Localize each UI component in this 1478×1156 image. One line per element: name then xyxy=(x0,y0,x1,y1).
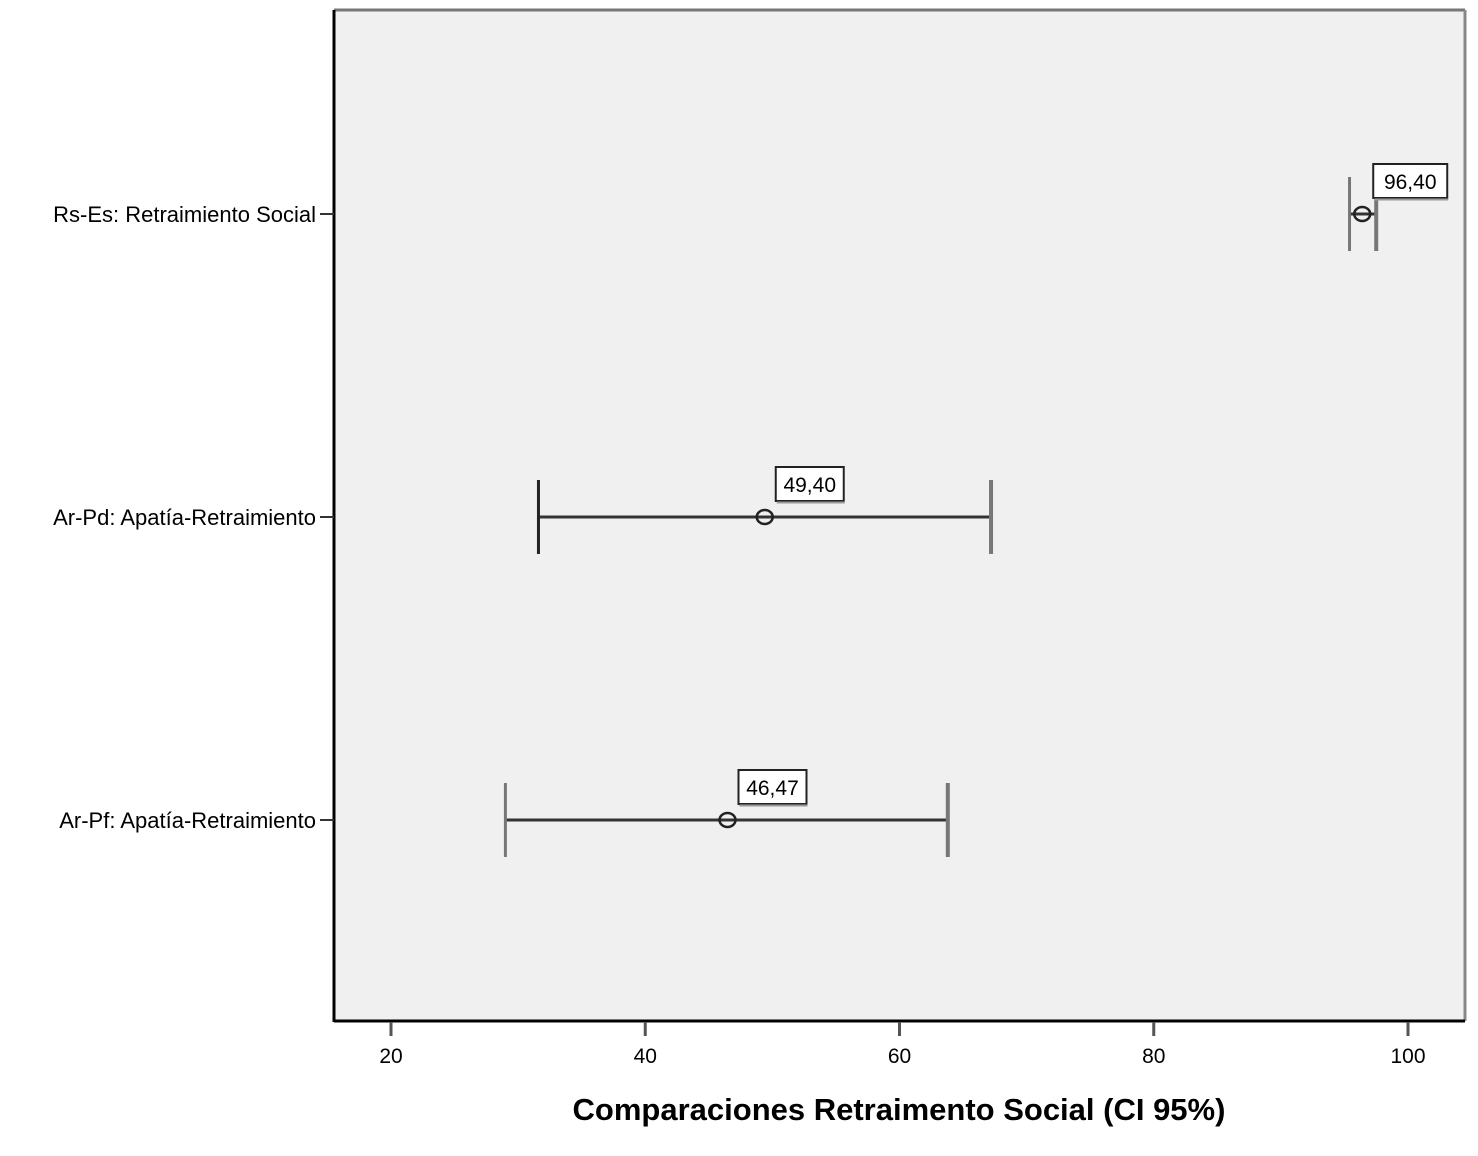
error-bar: 49,40 xyxy=(536,466,994,554)
y-category-label: Rs-Es: Retraimiento Social xyxy=(53,202,316,227)
x-axis-title: Comparaciones Retraimento Social (CI 95%… xyxy=(573,1092,1226,1127)
value-label: 46,47 xyxy=(746,777,799,800)
mean-marker xyxy=(1352,205,1372,223)
value-label-box xyxy=(774,466,845,502)
y-category-label: Ar-Pf: Apatía-Retraimiento xyxy=(59,808,316,833)
x-tick-label: 40 xyxy=(634,1045,657,1068)
value-label: 96,40 xyxy=(1384,171,1437,194)
mean-marker xyxy=(755,508,774,526)
x-axis-ticks: 20 40 60 80 100 xyxy=(379,1022,1426,1068)
y-category-label: Ar-Pd: Apatía-Retraimiento xyxy=(53,505,316,530)
error-bars: 96,40 49,40 46,47 xyxy=(503,163,1449,857)
error-bar: 46,47 xyxy=(503,769,950,857)
value-label-box xyxy=(737,769,808,805)
x-tick-label: 80 xyxy=(1142,1045,1165,1068)
value-label: 49,40 xyxy=(783,474,836,497)
value-label-box xyxy=(1372,163,1449,199)
x-tick-label: 100 xyxy=(1390,1045,1425,1068)
x-tick-label: 60 xyxy=(888,1045,911,1068)
error-bar: 96,40 xyxy=(1348,163,1449,251)
x-tick-label: 20 xyxy=(379,1045,402,1068)
mean-marker xyxy=(718,811,737,829)
y-axis-ticks: Rs-Es: Retraimiento Social Ar-Pd: Apatía-… xyxy=(53,202,334,833)
